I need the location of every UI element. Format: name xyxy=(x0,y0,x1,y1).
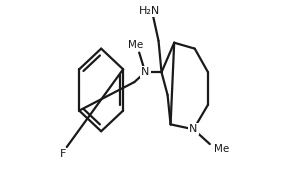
Text: N: N xyxy=(189,124,198,134)
Text: Me: Me xyxy=(128,40,143,50)
Text: N: N xyxy=(141,67,149,77)
Text: H₂N: H₂N xyxy=(139,6,160,16)
Text: F: F xyxy=(60,149,66,159)
Text: Me: Me xyxy=(214,144,229,154)
